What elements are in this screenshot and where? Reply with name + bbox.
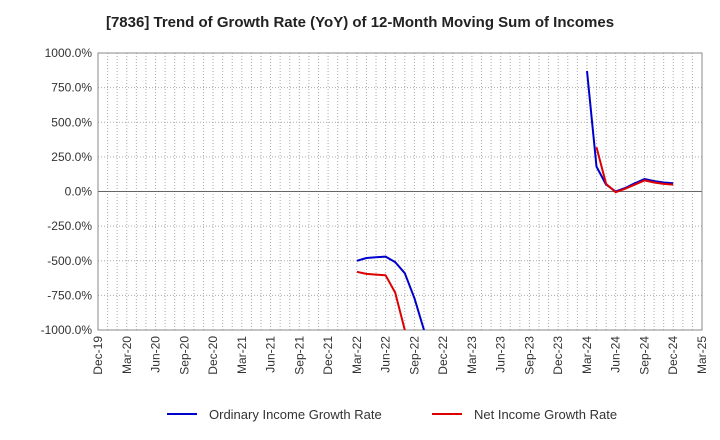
x-tick-label: Dec-21: [321, 336, 335, 375]
ordinary-income-growth-rate-line: [586, 70, 674, 193]
x-tick-label: Dec-22: [436, 336, 450, 375]
x-tick-label: Mar-22: [350, 336, 364, 374]
y-tick-label: 500.0%: [51, 115, 92, 129]
y-tick-label: -750.0%: [47, 288, 92, 302]
y-tick-label: -1000.0%: [41, 323, 93, 337]
x-tick-label: Sep-20: [177, 336, 191, 375]
x-tick-label: Mar-23: [465, 336, 479, 374]
net-income-growth-rate-line: [595, 146, 674, 194]
x-tick-label: Mar-21: [235, 336, 249, 374]
x-tick-label: Jun-22: [379, 336, 393, 373]
x-tick-label: Sep-23: [522, 336, 536, 375]
x-tick-label: Mar-20: [120, 336, 134, 374]
x-tick-label: Jun-21: [264, 336, 278, 373]
y-tick-label: 750.0%: [51, 81, 92, 95]
x-tick-label: Mar-25: [695, 336, 709, 374]
net-income-growth-rate-line: [356, 270, 406, 330]
ordinary-income-growth-rate-line: [356, 255, 425, 330]
y-tick-label: 1000.0%: [45, 46, 93, 60]
legend-label-ordinary-income-growth-rate: Ordinary Income Growth Rate: [209, 407, 382, 422]
x-tick-label: Dec-23: [551, 336, 565, 375]
x-tick-label: Jun-23: [494, 336, 508, 373]
y-tick-label: 0.0%: [65, 185, 93, 199]
x-tick-label: Jun-24: [609, 336, 623, 373]
x-tick-label: Dec-20: [206, 336, 220, 375]
legend-label-net-income-growth-rate: Net Income Growth Rate: [474, 407, 617, 422]
y-tick-label: -500.0%: [47, 254, 92, 268]
plot-frame: [97, 52, 703, 331]
x-tick-label: Jun-20: [149, 336, 163, 373]
x-tick-label: Dec-19: [91, 336, 105, 375]
x-tick-label: Sep-22: [407, 336, 421, 375]
chart-title: [7836] Trend of Growth Rate (YoY) of 12-…: [105, 14, 615, 31]
y-tick-label: -250.0%: [47, 219, 92, 233]
x-tick-label: Mar-24: [580, 336, 594, 374]
x-tick-label: Sep-24: [637, 336, 651, 375]
x-tick-label: Sep-21: [292, 336, 306, 375]
x-tick-label: Dec-24: [666, 336, 680, 375]
y-tick-label: 250.0%: [51, 150, 92, 164]
